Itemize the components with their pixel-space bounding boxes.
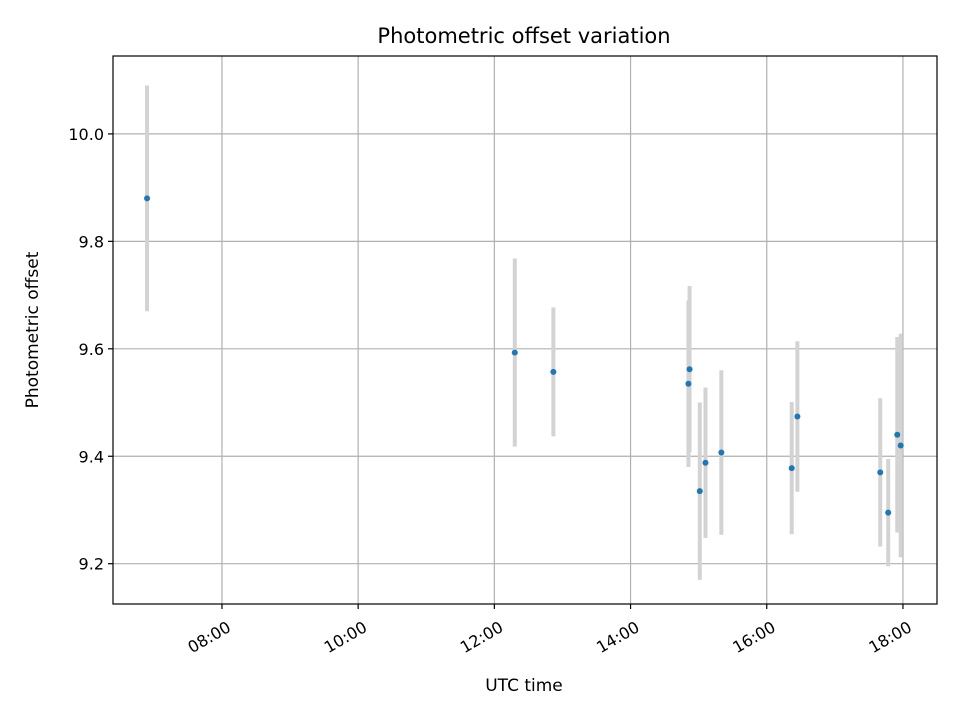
data-point	[885, 509, 892, 516]
data-point	[877, 469, 884, 476]
x-axis-label: UTC time	[485, 676, 563, 696]
data-point	[144, 195, 151, 202]
data-point	[788, 465, 795, 472]
data-point	[511, 349, 518, 356]
grid	[113, 56, 937, 604]
data-point	[685, 380, 692, 387]
data-point	[794, 413, 801, 420]
data-point	[550, 368, 557, 375]
y-tick-label: 9.2	[79, 555, 104, 574]
data-point	[718, 449, 725, 456]
data-point	[894, 431, 901, 438]
data-point	[686, 366, 693, 373]
y-ticks: 9.2 9.4 9.6 9.8 10.0	[68, 125, 113, 574]
plot-frame	[112, 55, 938, 605]
data-point	[897, 442, 904, 449]
y-tick-label: 10.0	[68, 125, 104, 144]
y-tick-label: 9.4	[79, 447, 104, 466]
y-axis-label: Photometric offset	[23, 251, 43, 408]
data-points	[144, 195, 904, 516]
chart-title: Photometric offset variation	[377, 24, 670, 48]
data-point	[696, 488, 703, 495]
y-tick-label: 9.6	[79, 340, 104, 359]
y-tick-label: 9.8	[79, 232, 104, 251]
data-point	[702, 459, 709, 466]
